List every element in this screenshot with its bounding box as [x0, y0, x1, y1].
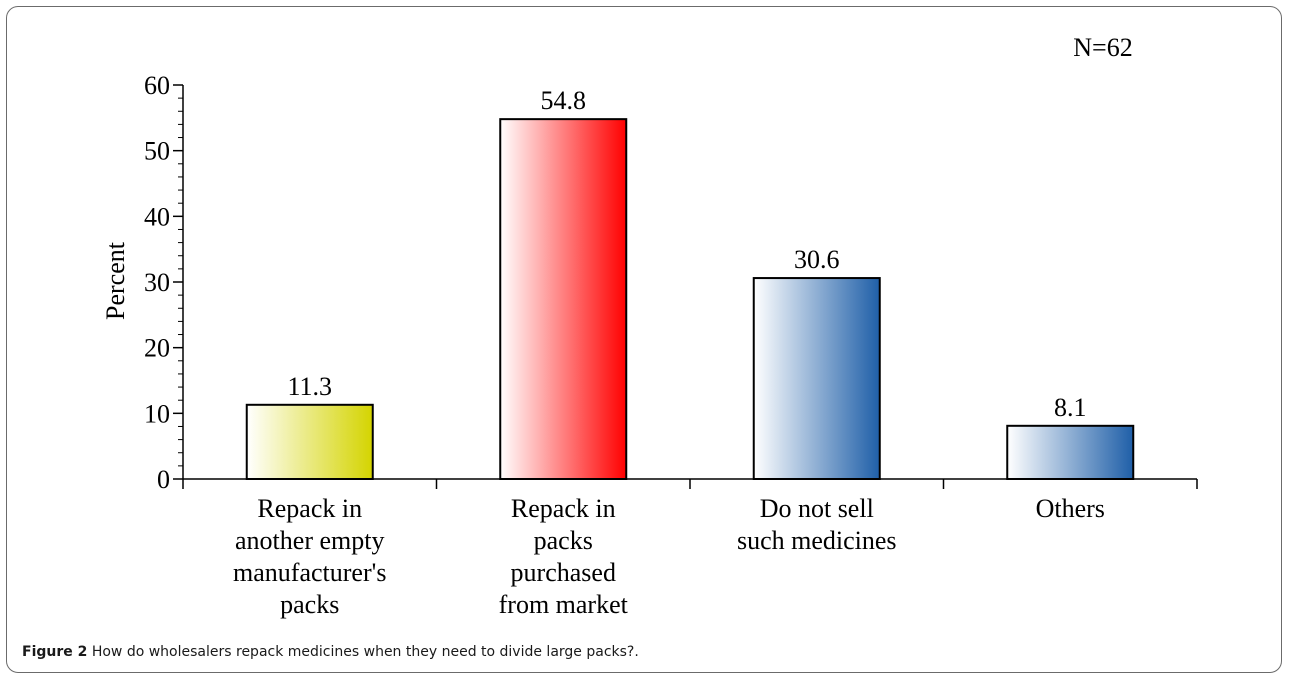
y-tick-label: 20: [144, 334, 170, 363]
data-label: 8.1: [1054, 393, 1087, 422]
figure-caption-suffix: .: [634, 644, 639, 660]
x-tick-label-line: such medicines: [737, 526, 897, 555]
bar: [499, 118, 628, 480]
sample-size-annotation: N=62: [1073, 33, 1132, 62]
x-tick-label: Repack in another empty manufacturer's pack…: [233, 494, 386, 619]
bar: [1006, 424, 1135, 480]
bar-chart: 0 10 20 30 40 50 60 11.3 Repack in another empty…: [101, 33, 1198, 619]
x-tick-label: Others: [1036, 494, 1105, 523]
x-tick-label-line: another empty: [235, 526, 384, 555]
x-tick-label: Do not sell such medicines: [737, 494, 897, 555]
y-tick-label: 10: [144, 399, 170, 428]
data-label: 11.3: [287, 372, 332, 401]
x-tick-label: Repack in packs purchased from market: [499, 494, 629, 619]
figure-caption-text: How do wholesalers repack medicines when…: [91, 644, 635, 660]
x-tick-label-line: Repack in: [511, 494, 616, 523]
x-tick-label-line: purchased: [511, 558, 616, 587]
chart-labels: 11.3 Repack in another empty manufacturer's…: [233, 86, 1105, 619]
y-tick-label: 60: [144, 71, 170, 100]
x-tick-label-line: packs: [534, 526, 593, 555]
figure-caption-label: Figure 2: [22, 644, 88, 660]
y-tick-label: 30: [144, 268, 170, 297]
y-tick-label: 0: [157, 465, 170, 494]
x-tick-label-line: Others: [1036, 494, 1105, 523]
bar: [752, 277, 881, 480]
data-label: 30.6: [794, 245, 840, 274]
y-tick-label: 40: [144, 202, 170, 231]
chart-bars: [245, 118, 1135, 480]
y-axis-title: Percent: [101, 241, 130, 320]
figure-frame: [6, 6, 1282, 673]
bar: [245, 403, 374, 480]
figure-caption: Figure 2 How do wholesalers repack medic…: [22, 644, 1272, 660]
x-tick-label-line: manufacturer's: [233, 558, 386, 587]
x-tick-label-line: Repack in: [257, 494, 362, 523]
y-tick-label: 50: [144, 137, 170, 166]
x-tick-label-line: from market: [499, 590, 629, 619]
x-tick-label-line: packs: [280, 590, 339, 619]
data-label: 54.8: [541, 86, 587, 115]
x-tick-label-line: Do not sell: [760, 494, 874, 523]
